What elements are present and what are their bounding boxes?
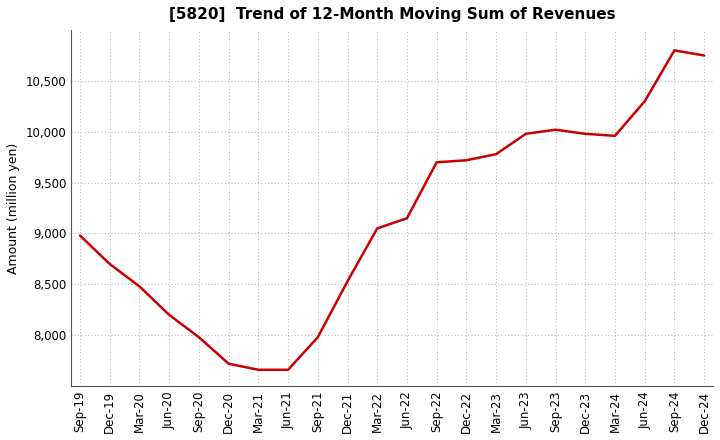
- Title: [5820]  Trend of 12-Month Moving Sum of Revenues: [5820] Trend of 12-Month Moving Sum of R…: [168, 7, 616, 22]
- Y-axis label: Amount (million yen): Amount (million yen): [7, 143, 20, 274]
